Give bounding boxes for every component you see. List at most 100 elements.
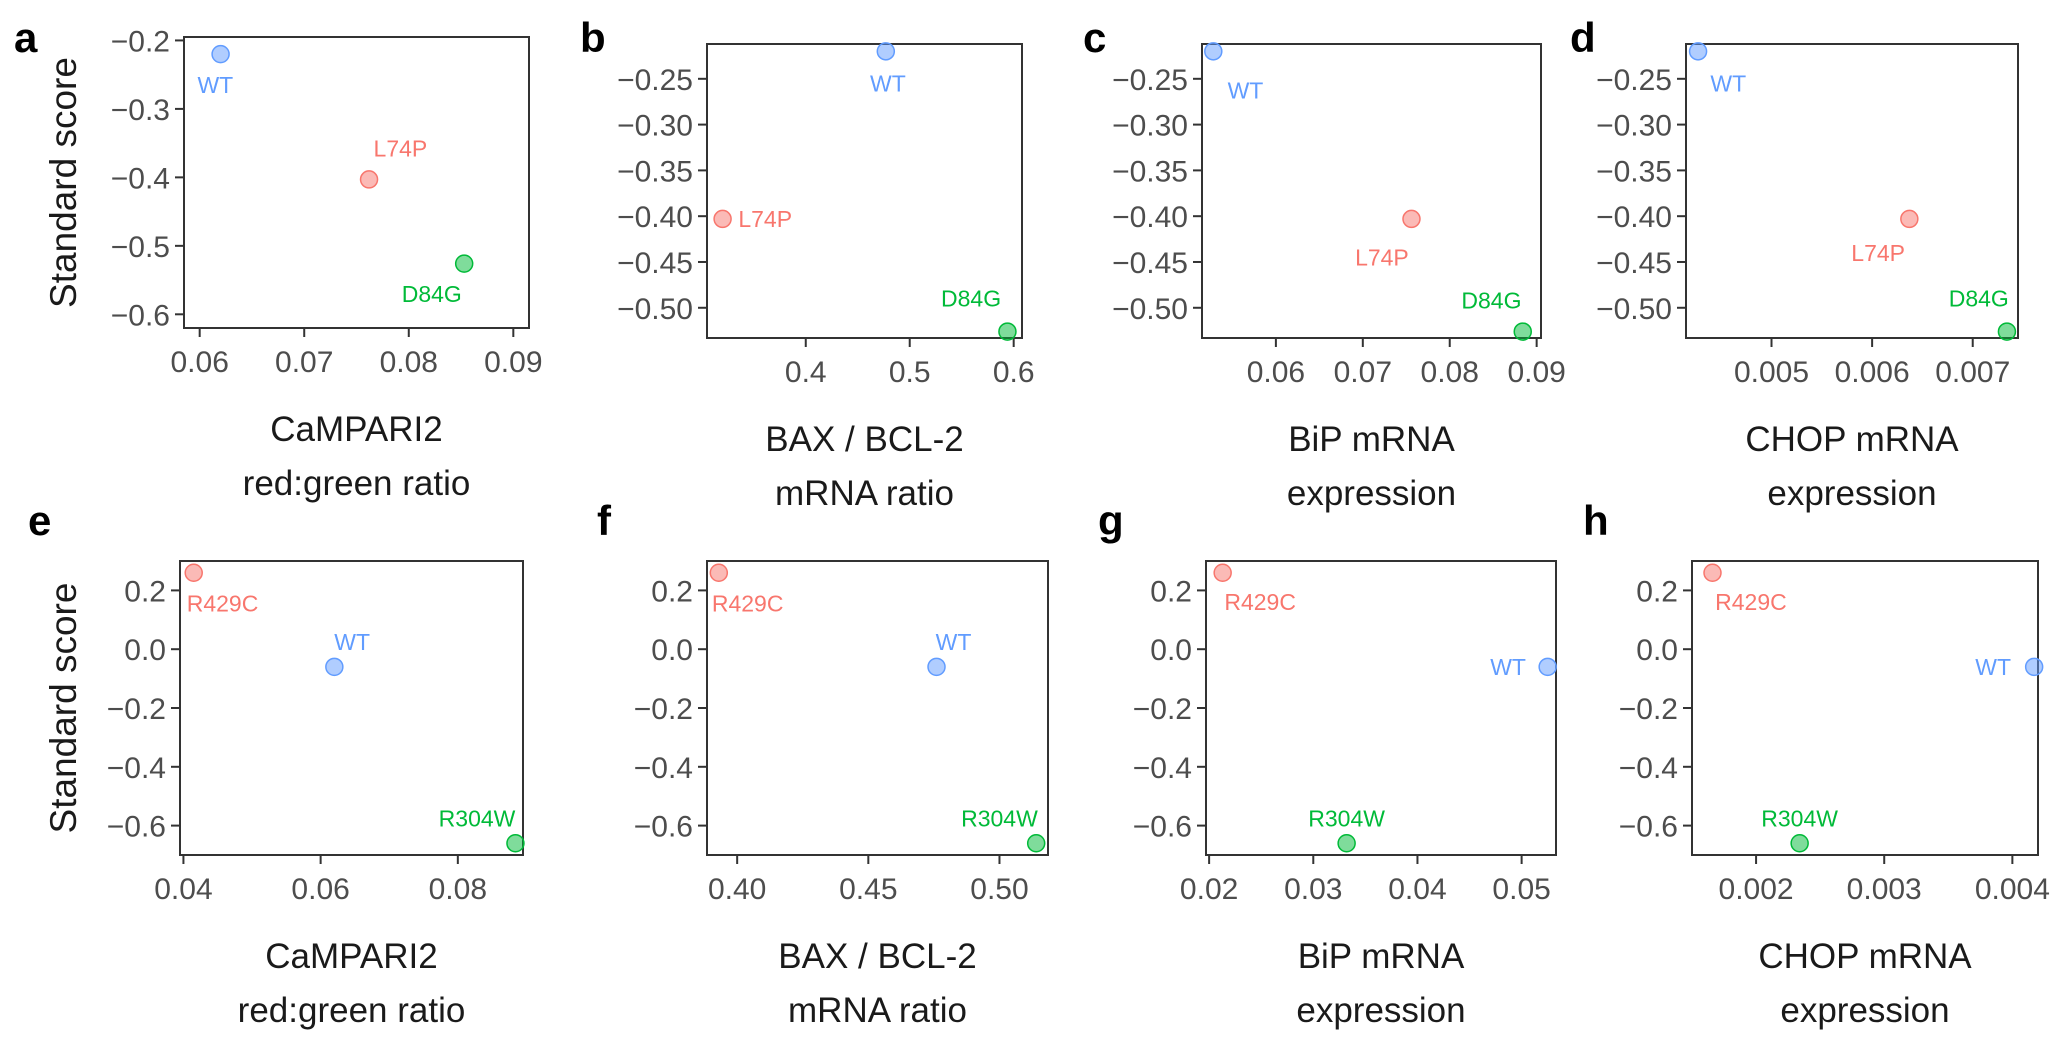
point-label-r429c: R429C bbox=[1224, 589, 1296, 615]
point-label-wt: WT bbox=[870, 70, 906, 96]
y-tick-label: 0.2 bbox=[1636, 575, 1678, 608]
y-tick-label: −0.6 bbox=[1133, 811, 1192, 844]
x-axis-title: BiP mRNA bbox=[1298, 937, 1465, 976]
point-label-d84g: D84G bbox=[402, 281, 462, 307]
panel-a: a 0.06 0.07 0.08 0.09 −0.2 −0.3 −0.4 −0.5 −0.6 CaM… bbox=[14, 14, 543, 503]
y-tick-label: 0.2 bbox=[124, 575, 166, 608]
plot-frame bbox=[1201, 43, 1542, 339]
x-tick-label: 0.06 bbox=[291, 873, 349, 906]
point-label-r429c: R429C bbox=[187, 591, 259, 617]
x-tick-label: 0.006 bbox=[1835, 356, 1910, 389]
point-label-r429c: R429C bbox=[1715, 589, 1787, 615]
point-label-l74p: L74P bbox=[1851, 240, 1905, 266]
x-axis-title: CaMPARI2 bbox=[270, 410, 442, 449]
x-axis-title: red:green ratio bbox=[238, 991, 466, 1030]
y-tick-label: 0.0 bbox=[1636, 634, 1678, 667]
point-label-wt: WT bbox=[1490, 654, 1526, 680]
x-axis-title: BAX / BCL-2 bbox=[778, 937, 976, 976]
x-axis-title: CHOP mRNA bbox=[1745, 420, 1959, 459]
point-label-r304w: R304W bbox=[439, 805, 516, 831]
data-point-d84g bbox=[454, 254, 474, 273]
y-tick-label: −0.45 bbox=[617, 247, 693, 280]
y-tick-label: −0.2 bbox=[111, 25, 170, 58]
y-tick-label: −0.4 bbox=[111, 162, 170, 195]
panel-letter: h bbox=[1583, 497, 1609, 544]
data-point-r304w bbox=[506, 833, 525, 853]
x-axis-title: BAX / BCL-2 bbox=[765, 420, 963, 459]
data-point-wt bbox=[927, 657, 946, 677]
panel-letter: e bbox=[28, 497, 51, 544]
plot-frame bbox=[706, 43, 1023, 339]
panel-letter: g bbox=[1098, 497, 1124, 544]
x-tick-label: 0.002 bbox=[1719, 873, 1794, 906]
data-point-wt bbox=[211, 44, 230, 64]
y-tick-label: −0.40 bbox=[1596, 201, 1672, 234]
y-tick-label: −0.35 bbox=[617, 155, 693, 188]
y-tick-label: −0.2 bbox=[1619, 693, 1678, 726]
y-tick-label: −0.4 bbox=[107, 752, 166, 785]
x-tick-label: 0.09 bbox=[1507, 356, 1565, 389]
y-tick-label: −0.50 bbox=[1596, 293, 1672, 326]
panel-letter: b bbox=[580, 14, 606, 61]
y-tick-label: −0.6 bbox=[1619, 811, 1678, 844]
y-axis-title: Standard score bbox=[43, 583, 84, 834]
y-tick-label: −0.4 bbox=[1619, 752, 1678, 785]
y-tick-label: −0.40 bbox=[617, 201, 693, 234]
point-label-l74p: L74P bbox=[1355, 244, 1409, 270]
x-tick-label: 0.6 bbox=[993, 356, 1035, 389]
x-tick-label: 0.50 bbox=[970, 873, 1028, 906]
plot-frame bbox=[183, 36, 530, 329]
y-tick-label: −0.25 bbox=[1112, 64, 1188, 97]
point-label-wt: WT bbox=[1975, 654, 2011, 680]
y-tick-label: −0.3 bbox=[111, 94, 170, 127]
data-point-r429c bbox=[1213, 563, 1232, 583]
x-axis-title: CaMPARI2 bbox=[265, 937, 437, 976]
x-tick-label: 0.05 bbox=[1492, 873, 1550, 906]
point-label-d84g: D84G bbox=[941, 286, 1001, 312]
panel-letter: a bbox=[14, 14, 38, 61]
x-axis-title: expression bbox=[1287, 474, 1456, 513]
y-tick-label: −0.50 bbox=[1112, 293, 1188, 326]
panel-e: e 0.04 0.06 0.08 0.2 0.0 −0.2 −0.4 −0.6 CaMPARI2 r… bbox=[28, 497, 525, 1030]
data-point-d84g bbox=[1997, 322, 2017, 341]
y-tick-label: −0.6 bbox=[634, 811, 693, 844]
x-tick-label: 0.09 bbox=[484, 346, 542, 379]
point-label-r304w: R304W bbox=[1761, 805, 1838, 831]
x-tick-label: 0.007 bbox=[1935, 356, 2010, 389]
panel-letter: d bbox=[1570, 14, 1596, 61]
data-point-l74p bbox=[359, 170, 379, 189]
x-tick-label: 0.45 bbox=[839, 873, 897, 906]
x-tick-label: 0.03 bbox=[1284, 873, 1342, 906]
data-point-r429c bbox=[1703, 563, 1722, 583]
data-point-wt bbox=[1538, 657, 1557, 677]
y-tick-label: −0.45 bbox=[1596, 247, 1672, 280]
data-point-r304w bbox=[1790, 833, 1809, 853]
y-tick-label: 0.0 bbox=[651, 634, 693, 667]
x-tick-label: 0.07 bbox=[1334, 356, 1392, 389]
x-tick-label: 0.06 bbox=[170, 346, 228, 379]
data-point-wt bbox=[2024, 657, 2044, 677]
data-point-wt bbox=[325, 657, 344, 677]
y-tick-label: −0.2 bbox=[634, 693, 693, 726]
panel-f: f 0.40 0.45 0.50 0.2 0.0 −0.2 −0.4 −0.6 BAX / BCL… bbox=[597, 497, 1049, 1030]
plot-frame bbox=[1685, 43, 2019, 339]
point-label-r304w: R304W bbox=[1308, 805, 1385, 831]
x-tick-label: 0.04 bbox=[1388, 873, 1446, 906]
y-tick-label: −0.35 bbox=[1596, 155, 1672, 188]
data-point-wt bbox=[876, 42, 896, 61]
panel-letter: c bbox=[1083, 14, 1106, 61]
panel-g: g 0.02 0.03 0.04 0.05 0.2 0.0 −0.2 −0.4 −0.6 BiP m… bbox=[1098, 497, 1557, 1030]
y-tick-label: −0.30 bbox=[617, 110, 693, 143]
y-tick-label: −0.35 bbox=[1112, 155, 1188, 188]
x-axis-title: red:green ratio bbox=[243, 464, 471, 503]
y-tick-label: 0.0 bbox=[124, 634, 166, 667]
data-point-wt bbox=[1204, 42, 1223, 61]
point-label-l74p: L74P bbox=[374, 136, 428, 162]
y-tick-label: −0.2 bbox=[107, 693, 166, 726]
x-tick-label: 0.08 bbox=[1421, 356, 1479, 389]
point-label-r429c: R429C bbox=[712, 591, 784, 617]
y-tick-label: 0.2 bbox=[651, 575, 693, 608]
point-label-wt: WT bbox=[1710, 70, 1746, 96]
x-tick-label: 0.06 bbox=[1247, 356, 1305, 389]
